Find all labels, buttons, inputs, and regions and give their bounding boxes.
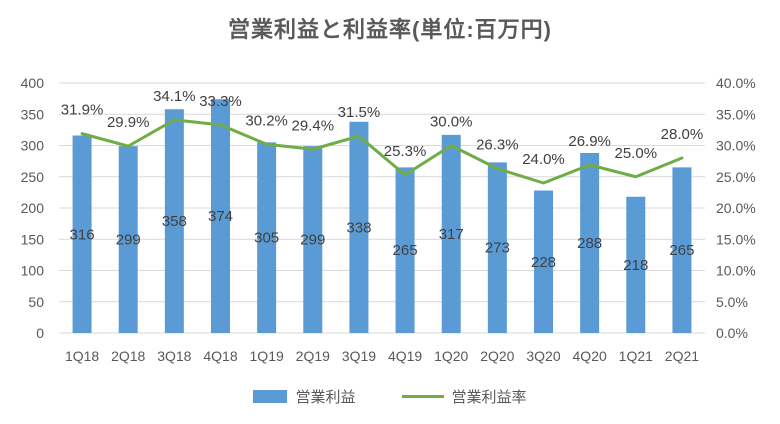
left-axis-tick-label: 350: [21, 106, 45, 122]
right-axis-tick-label: 5.0%: [716, 294, 748, 310]
category-axis-label: 3Q20: [526, 348, 560, 364]
line-data-label: 33.3%: [199, 93, 242, 110]
line-data-label: 26.3%: [476, 137, 519, 154]
bar-operating-profit: [303, 146, 323, 333]
line-data-label: 31.9%: [61, 102, 104, 119]
left-axis-tick-label: 400: [21, 75, 45, 91]
legend-item-profit-margin: 営業利益率: [401, 386, 527, 407]
right-axis-tick-label: 20.0%: [716, 200, 756, 216]
bar-data-label: 299: [116, 232, 141, 249]
category-axis-label: 1Q18: [65, 348, 99, 364]
legend-label: 営業利益率: [451, 389, 527, 406]
bar-operating-profit: [672, 167, 692, 333]
bar-data-label: 228: [531, 254, 556, 271]
right-axis-tick-label: 35.0%: [716, 106, 756, 122]
bar-operating-profit: [534, 190, 553, 333]
left-axis-tick-label: 50: [28, 294, 44, 310]
line-data-label: 25.3%: [384, 143, 427, 160]
category-axis-label: 2Q18: [111, 348, 145, 364]
bar-data-label: 358: [162, 213, 187, 230]
bar-operating-profit: [349, 121, 369, 333]
legend-label: 営業利益: [295, 389, 356, 406]
line-data-label: 30.2%: [245, 112, 288, 129]
bar-operating-profit: [441, 134, 461, 333]
right-axis-tick-label: 25.0%: [716, 169, 756, 185]
bar-operating-profit: [211, 99, 230, 333]
category-axis-label: 4Q20: [573, 348, 607, 364]
category-axis-label: 4Q18: [203, 348, 237, 364]
right-axis-tick-label: 10.0%: [716, 263, 756, 279]
bar-operating-profit: [626, 196, 646, 333]
legend-item-operating-profit: 営業利益: [253, 386, 356, 407]
bar-operating-profit: [257, 142, 277, 333]
bar-operating-profit: [164, 109, 184, 333]
bar-operating-profit: [395, 167, 415, 333]
category-axis-label: 2Q21: [665, 348, 699, 364]
line-data-label: 24.0%: [522, 151, 565, 168]
category-axis-label: 4Q19: [388, 348, 422, 364]
line-profit-margin: [80, 118, 684, 185]
category-axis-label: 2Q19: [296, 348, 330, 364]
bar-operating-profit: [487, 162, 507, 333]
bar-data-label: 374: [208, 208, 233, 225]
category-axis-label: 1Q21: [619, 348, 653, 364]
category-axis-label: 3Q19: [342, 348, 376, 364]
bar-data-label: 317: [439, 226, 464, 243]
line-data-label: 28.0%: [661, 126, 704, 143]
bar-data-label: 338: [346, 219, 371, 236]
right-axis-tick-label: 30.0%: [716, 138, 756, 154]
legend: 営業利益 営業利益率: [0, 386, 780, 407]
category-axis-label: 1Q20: [434, 348, 468, 364]
bar-operating-profit: [580, 153, 600, 333]
bar-data-label: 288: [577, 235, 602, 252]
category-axis-label: 2Q20: [480, 348, 514, 364]
bar-data-label: 299: [300, 232, 325, 249]
bar-data-label: 316: [70, 226, 95, 243]
line-data-label: 30.0%: [430, 114, 473, 131]
left-axis-tick-label: 300: [21, 138, 45, 154]
bar-data-label: 305: [254, 230, 279, 247]
left-axis-tick-label: 200: [21, 200, 45, 216]
category-axis-label: 1Q19: [250, 348, 284, 364]
left-axis-tick-label: 250: [21, 169, 45, 185]
bar-operating-profit: [118, 146, 138, 333]
chart-title: 営業利益と利益率(単位:百万円): [228, 17, 552, 42]
right-axis-tick-label: 40.0%: [716, 75, 756, 91]
line-series-swatch-icon: [401, 395, 444, 398]
bar-operating-profit: [72, 135, 92, 333]
line-data-label: 26.9%: [568, 133, 611, 150]
left-axis-tick-label: 0: [36, 325, 44, 341]
left-axis-tick-label: 100: [21, 263, 45, 279]
right-axis-tick-label: 0.0%: [716, 325, 748, 341]
category-axis-label: 3Q18: [157, 348, 191, 364]
bar-data-label: 273: [485, 240, 510, 257]
line-data-label: 29.9%: [107, 114, 150, 131]
line-data-label: 25.0%: [615, 145, 658, 162]
right-axis-tick-label: 15.0%: [716, 231, 756, 247]
bar-data-label: 218: [623, 257, 648, 274]
line-data-label: 29.4%: [292, 117, 335, 134]
bar-series-swatch-icon: [253, 390, 288, 403]
bar-data-label: 265: [669, 242, 694, 259]
left-axis-tick-label: 150: [21, 231, 45, 247]
line-data-label: 34.1%: [153, 88, 196, 105]
line-data-label: 31.5%: [338, 104, 381, 121]
bar-data-label: 265: [393, 242, 418, 259]
